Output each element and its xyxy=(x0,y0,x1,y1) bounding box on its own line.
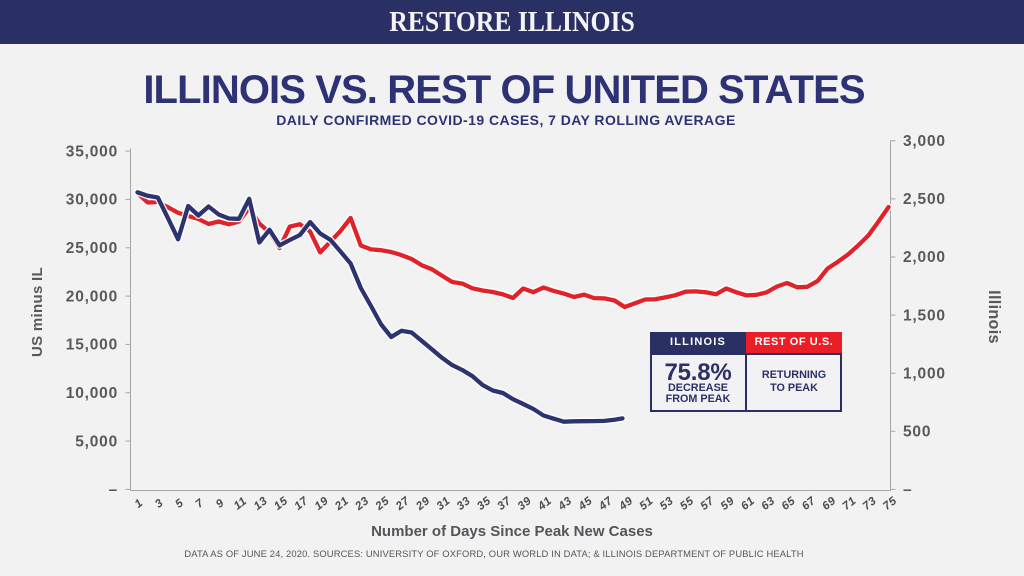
svg-text:55: 55 xyxy=(678,495,696,513)
svg-text:11: 11 xyxy=(232,495,250,512)
svg-text:37: 37 xyxy=(495,495,513,513)
svg-text:73: 73 xyxy=(861,495,879,513)
svg-text:51: 51 xyxy=(638,495,656,513)
svg-text:41: 41 xyxy=(535,495,554,514)
svg-text:71: 71 xyxy=(841,495,859,513)
svg-text:1,500: 1,500 xyxy=(903,307,946,324)
svg-text:3,000: 3,000 xyxy=(903,133,946,150)
svg-text:63: 63 xyxy=(759,495,777,513)
svg-text:20,000: 20,000 xyxy=(66,288,118,305)
svg-text:500: 500 xyxy=(903,424,931,441)
svg-text:5: 5 xyxy=(173,497,186,511)
svg-text:65: 65 xyxy=(780,495,798,513)
svg-text:17: 17 xyxy=(292,495,310,513)
svg-text:31: 31 xyxy=(435,495,453,513)
svg-text:25,000: 25,000 xyxy=(66,240,118,257)
svg-text:Illinois: Illinois xyxy=(985,290,1003,344)
svg-text:59: 59 xyxy=(719,495,737,513)
svg-text:27: 27 xyxy=(393,495,412,514)
svg-text:49: 49 xyxy=(616,495,635,514)
svg-text:29: 29 xyxy=(413,495,432,514)
svg-text:2,500: 2,500 xyxy=(903,191,946,208)
svg-text:23: 23 xyxy=(353,495,372,514)
svg-text:US minus IL: US minus IL xyxy=(29,267,46,357)
svg-text:75: 75 xyxy=(881,495,899,513)
svg-text:47: 47 xyxy=(596,495,615,514)
svg-text:45: 45 xyxy=(576,495,595,514)
svg-text:15: 15 xyxy=(272,495,290,513)
svg-text:1,000: 1,000 xyxy=(903,365,946,382)
svg-text:2,000: 2,000 xyxy=(903,249,946,266)
svg-text:21: 21 xyxy=(332,495,351,514)
svg-text:35,000: 35,000 xyxy=(66,143,118,160)
svg-text:33: 33 xyxy=(455,495,473,513)
svg-text:61: 61 xyxy=(739,495,757,513)
svg-text:1: 1 xyxy=(133,497,146,511)
svg-text:67: 67 xyxy=(800,495,818,513)
svg-text:15,000: 15,000 xyxy=(66,337,118,354)
svg-text:–: – xyxy=(903,482,912,499)
svg-text:35: 35 xyxy=(475,495,493,513)
svg-text:39: 39 xyxy=(516,495,534,513)
svg-text:9: 9 xyxy=(214,497,227,511)
svg-text:43: 43 xyxy=(556,495,575,514)
svg-text:10,000: 10,000 xyxy=(66,385,118,402)
svg-text:7: 7 xyxy=(194,497,207,511)
svg-text:53: 53 xyxy=(658,495,676,513)
svg-text:–: – xyxy=(109,482,118,499)
svg-text:13: 13 xyxy=(252,495,270,513)
svg-text:57: 57 xyxy=(698,495,716,513)
svg-text:3: 3 xyxy=(153,497,166,511)
svg-text:5,000: 5,000 xyxy=(75,433,118,450)
svg-text:19: 19 xyxy=(313,495,331,513)
svg-text:25: 25 xyxy=(373,495,392,514)
svg-text:69: 69 xyxy=(820,495,838,513)
svg-text:30,000: 30,000 xyxy=(66,192,118,209)
